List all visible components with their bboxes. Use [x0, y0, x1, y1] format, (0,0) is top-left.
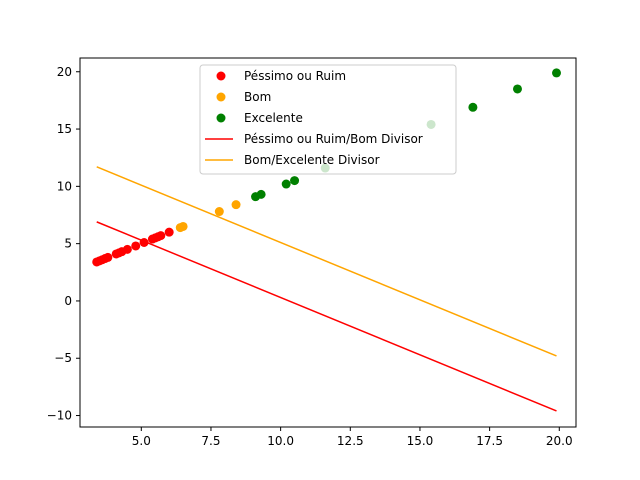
y-tick-label-4: 10 [57, 179, 72, 193]
y-tick-label-6: 20 [57, 65, 72, 79]
point-s0-10 [139, 238, 149, 247]
x-tick-label-5: 17.5 [476, 434, 503, 448]
point-s2-6 [468, 102, 478, 112]
x-tick-label-3: 12.5 [337, 434, 364, 448]
x-tick-label-2: 10.0 [267, 434, 294, 448]
legend-label-0: Péssimo ou Ruim [244, 69, 346, 83]
legend-label-1: Bom [244, 90, 271, 104]
legend-label-2: Excelente [244, 111, 303, 125]
y-tick-label-2: 0 [64, 294, 72, 308]
axes-frame [79, 57, 577, 428]
legend-label-4: Bom/Excelente Divisor [244, 153, 380, 167]
point-s2-7 [512, 84, 522, 94]
point-s0-8 [122, 244, 132, 254]
divisor-line-4 [96, 166, 557, 357]
y-tick-label-3: 5 [64, 237, 72, 251]
x-tick-label-0: 5.0 [132, 434, 151, 448]
point-s1-2 [214, 207, 224, 217]
y-tick-label-1: −5 [54, 351, 72, 365]
point-s0-15 [164, 227, 174, 237]
legend-marker-0 [216, 71, 226, 81]
point-s1-1 [178, 221, 188, 231]
legend-marker-1 [216, 92, 226, 102]
legend-box [199, 64, 457, 175]
divisor-line-3 [96, 221, 557, 412]
x-tick-label-4: 15.0 [407, 434, 434, 448]
point-s1-3 [231, 200, 241, 210]
point-s2-1 [256, 189, 266, 199]
y-tick-label-0: −10 [47, 409, 72, 423]
legend-label-3: Péssimo ou Ruim/Bom Divisor [244, 132, 423, 146]
point-s2-8 [551, 68, 561, 78]
legend-marker-2 [216, 113, 226, 123]
point-s0-9 [131, 241, 141, 251]
point-s0-14 [156, 231, 166, 241]
point-s2-3 [290, 176, 300, 186]
x-tick-label-6: 20.0 [546, 434, 573, 448]
y-tick-label-5: 15 [57, 122, 72, 136]
point-s0-4 [103, 252, 113, 262]
legend: Péssimo ou Ruim Bom Excelente Péssimo ou Ru… [199, 64, 457, 175]
point-s2-2 [281, 179, 291, 189]
plot-area [92, 68, 561, 412]
x-tick-label-1: 7.5 [201, 434, 220, 448]
